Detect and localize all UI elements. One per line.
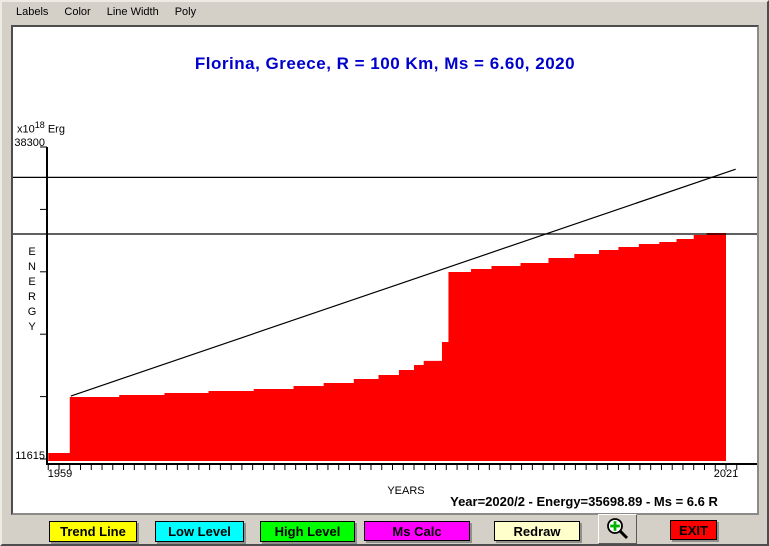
zoom-button[interactable] xyxy=(598,514,637,544)
menu-color[interactable]: Color xyxy=(64,5,91,18)
menu-bar: Labels Color Line Width Poly xyxy=(2,2,767,21)
y-axis-unit-label: x1018 Erg xyxy=(17,120,65,136)
menu-poly[interactable]: Poly xyxy=(174,5,197,18)
trend-line xyxy=(70,168,736,397)
chart-panel: Florina, Greece, R = 100 Km, Ms = 6.60, … xyxy=(11,25,759,515)
menu-line-width[interactable]: Line Width xyxy=(106,5,159,18)
exit-button[interactable]: EXIT xyxy=(670,520,717,540)
energy-chart xyxy=(13,146,757,470)
magnifier-plus-icon xyxy=(605,516,631,542)
y-axis-min-label: 11615 xyxy=(15,450,45,462)
ms-calc-button[interactable]: Ms Calc xyxy=(364,521,470,541)
y-axis-title: E N E R G Y xyxy=(27,246,37,333)
x-axis-title: YEARS xyxy=(387,485,425,497)
trend-line-button[interactable]: Trend Line xyxy=(49,521,137,542)
y-axis-max-label: 38300 xyxy=(14,137,45,149)
menu-labels[interactable]: Labels xyxy=(16,5,49,18)
low-level-button[interactable]: Low Level xyxy=(155,521,244,542)
x-axis-last-label: 2021 xyxy=(713,468,739,480)
x-axis-first-label: 1959 xyxy=(47,468,73,480)
energy-area xyxy=(48,233,726,461)
status-readout: Year=2020/2 - Energy=35698.89 - Ms = 6.6… xyxy=(450,494,718,509)
axes xyxy=(46,147,757,465)
high-level-button[interactable]: High Level xyxy=(260,521,355,542)
redraw-button[interactable]: Redraw xyxy=(494,521,580,541)
chart-title: Florina, Greece, R = 100 Km, Ms = 6.60, … xyxy=(194,54,576,73)
